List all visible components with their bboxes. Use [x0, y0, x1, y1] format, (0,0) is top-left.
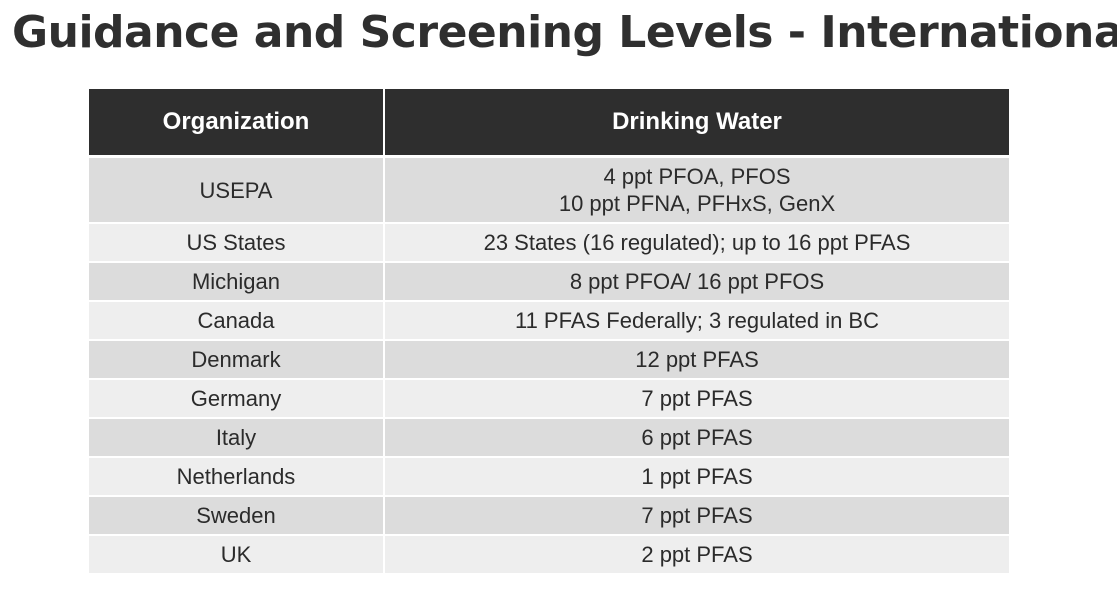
table-row: Michigan 8 ppt PFOA/ 16 ppt PFOS — [89, 261, 1009, 301]
organization-cell: USEPA — [89, 155, 384, 223]
table-row: UK 2 ppt PFAS — [89, 534, 1009, 573]
table-row: Netherlands 1 ppt PFAS — [89, 456, 1009, 496]
drinking-water-cell: 2 ppt PFAS — [383, 534, 1009, 573]
drinking-water-cell: 23 States (16 regulated); up to 16 ppt P… — [383, 222, 1009, 262]
column-header-drinking-water: Drinking Water — [383, 89, 1009, 158]
table-row: Italy 6 ppt PFAS — [89, 417, 1009, 457]
drinking-water-cell: 12 ppt PFAS — [383, 339, 1009, 379]
guidance-table-container: Organization Drinking Water USEPA 4 ppt … — [89, 89, 1009, 573]
table-row: Denmark 12 ppt PFAS — [89, 339, 1009, 379]
guidance-table: Organization Drinking Water USEPA 4 ppt … — [89, 89, 1009, 573]
drinking-water-cell: 11 PFAS Federally; 3 regulated in BC — [383, 300, 1009, 340]
organization-cell: Denmark — [89, 339, 384, 379]
column-header-organization: Organization — [89, 89, 384, 158]
table-row: USEPA 4 ppt PFOA, PFOS 10 ppt PFNA, PFHx… — [89, 155, 1009, 223]
organization-cell: Michigan — [89, 261, 384, 301]
drinking-water-cell: 7 ppt PFAS — [383, 378, 1009, 418]
table-header-row: Organization Drinking Water — [89, 89, 1009, 158]
drinking-water-cell: 7 ppt PFAS — [383, 495, 1009, 535]
organization-cell: Germany — [89, 378, 384, 418]
organization-cell: Sweden — [89, 495, 384, 535]
organization-cell: Netherlands — [89, 456, 384, 496]
drinking-water-line: 10 ppt PFNA, PFHxS, GenX — [558, 191, 836, 216]
organization-cell: Italy — [89, 417, 384, 457]
drinking-water-line: 4 ppt PFOA, PFOS — [603, 164, 791, 189]
drinking-water-cell: 6 ppt PFAS — [383, 417, 1009, 457]
organization-cell: Canada — [89, 300, 384, 340]
table-row: Canada 11 PFAS Federally; 3 regulated in… — [89, 300, 1009, 340]
page-title: Guidance and Screening Levels - Internat… — [12, 7, 1117, 58]
table-row: Sweden 7 ppt PFAS — [89, 495, 1009, 535]
organization-cell: UK — [89, 534, 384, 573]
table-row: US States 23 States (16 regulated); up t… — [89, 222, 1009, 262]
drinking-water-cell: 8 ppt PFOA/ 16 ppt PFOS — [383, 261, 1009, 301]
drinking-water-cell: 4 ppt PFOA, PFOS 10 ppt PFNA, PFHxS, Gen… — [383, 155, 1009, 223]
table-row: Germany 7 ppt PFAS — [89, 378, 1009, 418]
drinking-water-cell: 1 ppt PFAS — [383, 456, 1009, 496]
organization-cell: US States — [89, 222, 384, 262]
